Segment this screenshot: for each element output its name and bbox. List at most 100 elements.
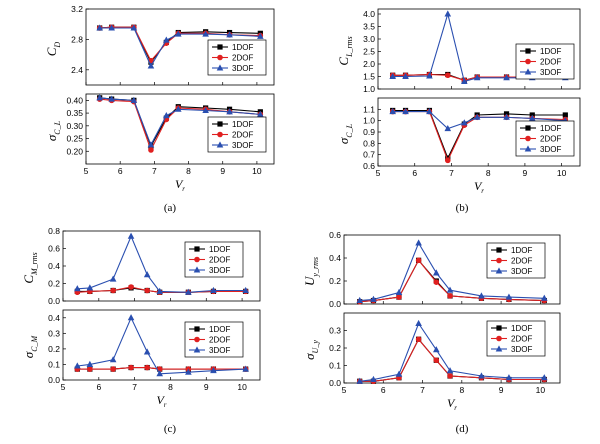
- y-axis-label-main: σ: [302, 353, 317, 360]
- legend-marker-2dof: [496, 257, 502, 264]
- data-point-3dof: [444, 124, 452, 132]
- y-axis-label-main: σ: [21, 351, 36, 358]
- data-point-3dof: [210, 367, 217, 374]
- legend-entry-2dof: 2DOF: [511, 257, 532, 266]
- data-point-3dof: [395, 370, 403, 377]
- y-axis-label-main: σ: [44, 134, 59, 141]
- y-tick-label: 0.2: [48, 344, 60, 354]
- y-tick-label: 0.1: [329, 361, 341, 371]
- legend-marker-3dof: [193, 266, 201, 273]
- data-point-3dof: [109, 275, 117, 282]
- plot-frame: [62, 309, 261, 381]
- data-point-3dof: [444, 10, 452, 17]
- y-tick-label: 3.2: [71, 4, 83, 14]
- data-point-3dof: [109, 356, 117, 363]
- legend-marker-2dof: [525, 135, 531, 142]
- y-tick-label: 1.0: [363, 84, 375, 94]
- legend-marker-1dof: [525, 48, 531, 54]
- x-tick-label: 6: [381, 385, 386, 395]
- legend-marker-2dof: [525, 58, 531, 65]
- data-point-3dof: [143, 348, 151, 355]
- y-tick-label: 2.0: [363, 59, 375, 69]
- x-tick-label: 10: [557, 168, 567, 178]
- x-axis-label-main: V: [447, 396, 456, 410]
- data-point-3dof: [108, 95, 115, 102]
- x-tick-label: 7: [420, 385, 425, 395]
- data-point-2dof: [444, 72, 451, 79]
- data-point-3dof: [86, 360, 94, 367]
- data-point-3dof: [505, 293, 513, 300]
- data-point-3dof: [127, 232, 135, 239]
- x-tick-label: 9: [204, 382, 209, 392]
- x-tick-label: 6: [96, 382, 101, 392]
- y-axis-label-main: C: [21, 275, 36, 284]
- y-tick-label: 0.1: [48, 359, 60, 369]
- data-point-3dof: [395, 288, 403, 296]
- legend-marker-1dof: [194, 246, 200, 252]
- data-point-3dof: [163, 112, 170, 119]
- y-tick-label: 2.4: [71, 65, 83, 75]
- x-tick-label: 9: [523, 168, 528, 178]
- data-point-3dof: [503, 113, 510, 120]
- data-point-3dof: [356, 377, 364, 384]
- legend-marker-2dof: [217, 131, 223, 138]
- y-tick-label: 0.2: [329, 343, 341, 353]
- x-axis-label-sub: r: [182, 185, 185, 193]
- data-point-3dof: [402, 107, 409, 115]
- legend-marker-2dof: [194, 256, 200, 263]
- data-point-3dof: [242, 286, 249, 294]
- data-point-3dof: [242, 365, 249, 372]
- y-tick-label: 0.9: [363, 127, 375, 137]
- data-point-3dof: [473, 74, 481, 81]
- y-tick-label: 1.1: [363, 104, 375, 114]
- y-tick-label: 0.7: [363, 150, 375, 160]
- data-point-3dof: [96, 24, 103, 31]
- legend-marker-1dof: [496, 247, 502, 253]
- y-axis-label: σU_y: [302, 340, 320, 360]
- y-tick-label: 0.8: [48, 226, 60, 236]
- x-axis-label-sub: r: [454, 404, 457, 412]
- legend-marker-1dof: [217, 44, 223, 50]
- legend-entry-2dof: 2DOF: [540, 58, 561, 67]
- y-tick-label: 3.0: [363, 34, 375, 44]
- legend-entry-3dof: 3DOF: [511, 267, 532, 276]
- data-point-3dof: [226, 108, 233, 115]
- legend-marker-3dof: [495, 345, 503, 352]
- data-point-3dof: [130, 24, 138, 31]
- data-point-3dof: [446, 286, 454, 293]
- data-point-2dof: [110, 366, 116, 372]
- data-point-2dof: [433, 279, 440, 285]
- legend-entry-2dof: 2DOF: [232, 131, 253, 140]
- data-point-3dof: [185, 368, 192, 375]
- y-tick-label: 0.6: [48, 244, 60, 254]
- plot-frame: [377, 8, 581, 90]
- y-axis-label: CM_rms: [21, 252, 39, 283]
- data-point-3dof: [257, 32, 264, 39]
- plot-frame: [343, 234, 561, 305]
- y-axis-label-main: C: [44, 47, 59, 56]
- data-point-3dof: [96, 94, 103, 101]
- y-tick-label: 0.2: [329, 276, 341, 286]
- y-axis-label-main: σ: [336, 137, 351, 144]
- data-point-3dof: [503, 74, 510, 81]
- y-tick-label: 0.0: [48, 296, 60, 306]
- legend-marker-1dof: [496, 325, 502, 331]
- x-tick-label: 7: [152, 166, 157, 176]
- x-axis-label-sub: r: [164, 401, 167, 409]
- x-tick-label: 6: [412, 168, 417, 178]
- legend-entry-2dof: 2DOF: [511, 335, 532, 344]
- data-point-2dof: [110, 287, 116, 294]
- data-point-3dof: [257, 110, 264, 117]
- data-point-3dof: [147, 62, 155, 69]
